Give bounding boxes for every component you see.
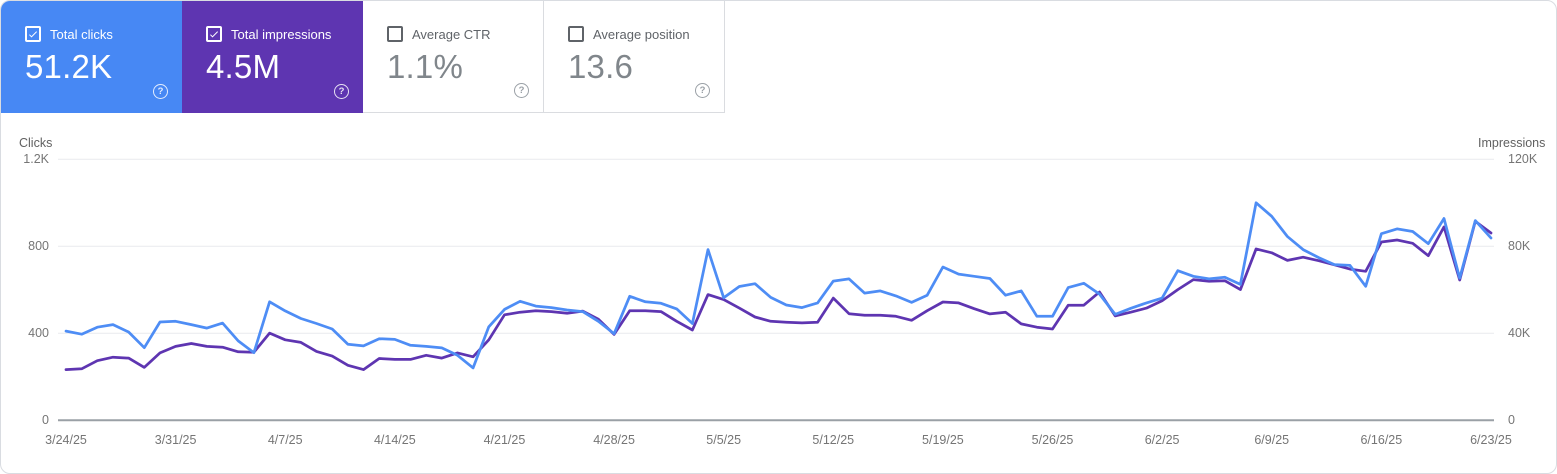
metric-card-header: Total clicks bbox=[25, 26, 113, 42]
left-axis-tick-label: 800 bbox=[28, 238, 49, 253]
metric-cards: Total clicks 51.2K? Total impressions 4.5M?… bbox=[1, 1, 725, 113]
left-axis-title: Clicks bbox=[19, 136, 53, 150]
x-axis-date-label: 6/2/25 bbox=[1144, 433, 1180, 447]
checked-checkbox-icon[interactable] bbox=[206, 26, 222, 42]
metric-card-value: 13.6 bbox=[568, 48, 634, 85]
metric-card-label: Total clicks bbox=[50, 26, 113, 42]
unchecked-checkbox-icon[interactable] bbox=[568, 26, 584, 42]
x-axis-date-label: 4/7/25 bbox=[267, 433, 303, 447]
x-axis-date-label: 3/31/25 bbox=[154, 433, 197, 447]
help-icon[interactable]: ? bbox=[514, 83, 529, 98]
metric-card-header: Average CTR bbox=[387, 26, 491, 42]
unchecked-checkbox-icon[interactable] bbox=[387, 26, 403, 42]
x-axis-date-label: 5/19/25 bbox=[922, 433, 964, 447]
x-axis-date-label: 3/24/25 bbox=[45, 433, 87, 447]
metric-card-value: 4.5M bbox=[206, 48, 281, 85]
metric-card-total-impressions[interactable]: Total impressions 4.5M? bbox=[182, 1, 363, 113]
right-axis-tick-label: 80K bbox=[1508, 238, 1531, 253]
metric-card-average-ctr[interactable]: Average CTR 1.1%? bbox=[363, 1, 544, 113]
right-axis-tick-label: 0 bbox=[1508, 412, 1515, 427]
x-axis-date-label: 6/23/25 bbox=[1470, 433, 1512, 447]
metric-card-value: 1.1% bbox=[387, 48, 464, 85]
left-axis-tick-label: 400 bbox=[28, 325, 49, 340]
total-clicks-line-series[interactable] bbox=[64, 201, 1493, 370]
x-axis-date-label: 5/5/25 bbox=[706, 433, 742, 447]
left-axis-tick-label: 1.2K bbox=[23, 151, 49, 166]
total-impressions-line-series[interactable] bbox=[64, 219, 1493, 371]
metric-card-average-position[interactable]: Average position 13.6? bbox=[544, 1, 725, 113]
help-icon[interactable]: ? bbox=[334, 84, 349, 99]
checked-checkbox-icon[interactable] bbox=[25, 26, 41, 42]
right-axis-tick-label: 40K bbox=[1508, 325, 1531, 340]
metric-card-total-clicks[interactable]: Total clicks 51.2K? bbox=[1, 1, 182, 113]
metric-card-label: Total impressions bbox=[231, 26, 332, 42]
metric-card-label: Average CTR bbox=[412, 26, 491, 42]
x-axis-date-label: 4/14/25 bbox=[373, 433, 416, 447]
x-axis-date-label: 5/12/25 bbox=[812, 433, 855, 447]
x-axis-date-label: 4/28/25 bbox=[593, 433, 635, 447]
x-axis-date-label: 4/21/25 bbox=[483, 433, 526, 447]
metric-card-value: 51.2K bbox=[25, 48, 113, 85]
metric-card-label: Average position bbox=[593, 26, 690, 42]
metric-card-header: Average position bbox=[568, 26, 690, 42]
x-axis-date-label: 6/9/25 bbox=[1254, 433, 1290, 447]
right-axis-title: Impressions bbox=[1478, 136, 1546, 150]
x-axis-date-label: 5/26/25 bbox=[1031, 433, 1074, 447]
x-axis-date-label: 6/16/25 bbox=[1360, 433, 1403, 447]
help-icon[interactable]: ? bbox=[153, 84, 168, 99]
left-axis-tick-label: 0 bbox=[42, 412, 49, 427]
metric-card-header: Total impressions bbox=[206, 26, 331, 42]
right-axis-tick-label: 120K bbox=[1508, 151, 1538, 166]
help-icon[interactable]: ? bbox=[695, 83, 710, 98]
